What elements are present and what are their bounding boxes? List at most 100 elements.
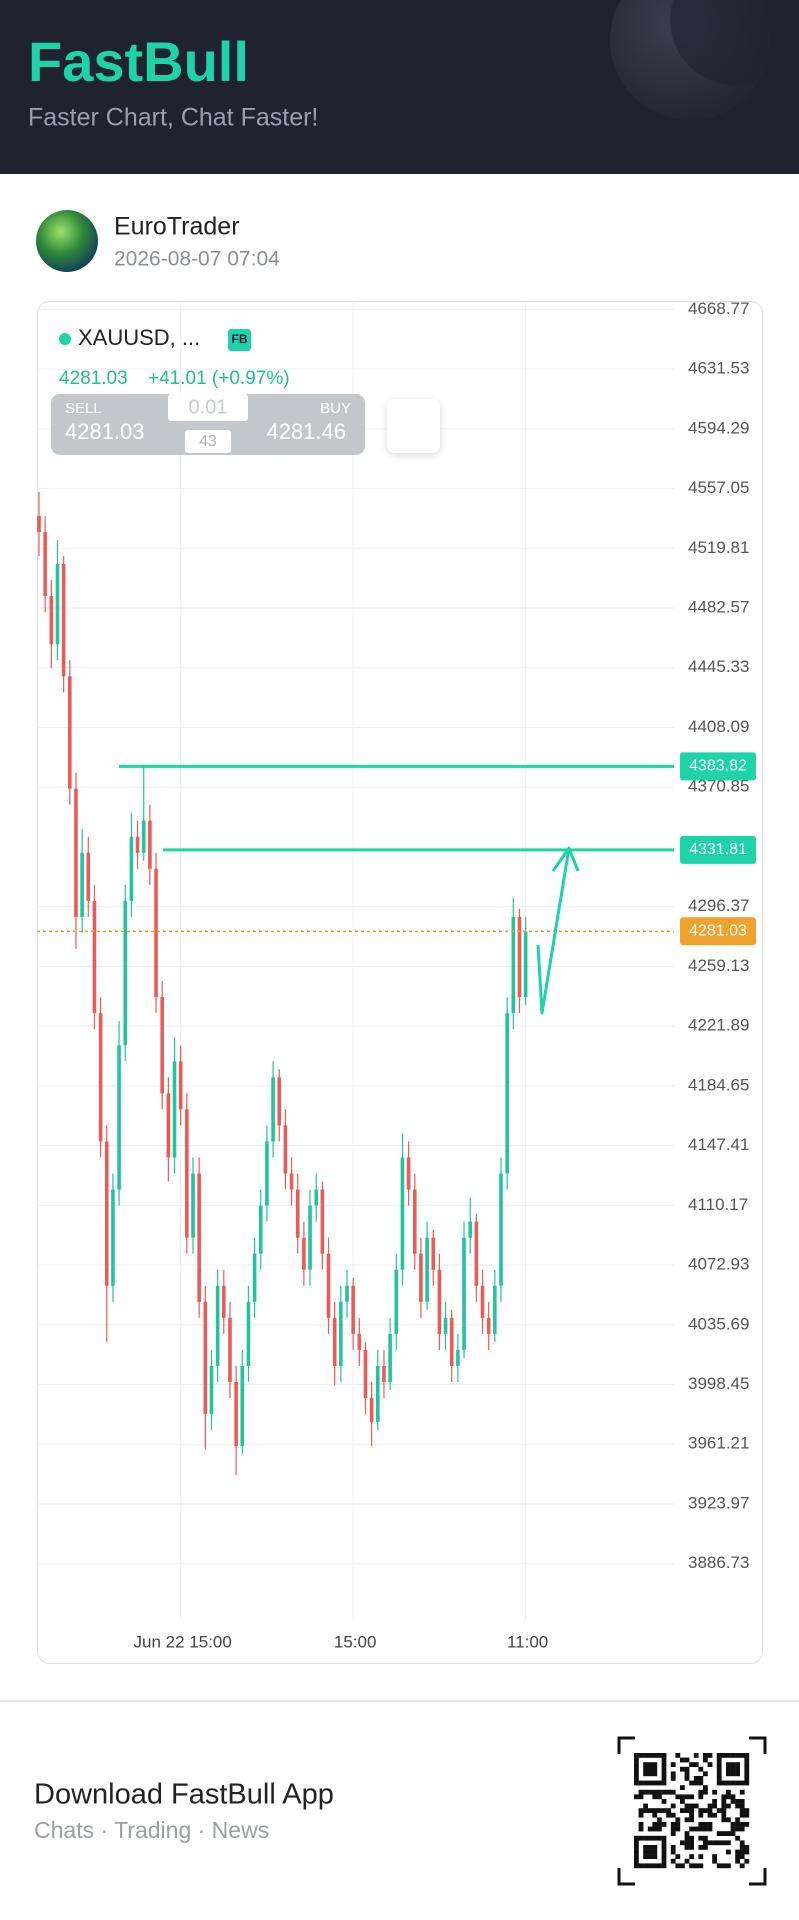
qr-cell (707, 1803, 713, 1809)
qr-cell (716, 1863, 722, 1869)
avatar[interactable] (36, 210, 98, 272)
qr-cell (712, 1799, 717, 1804)
qr-cell (661, 1780, 667, 1786)
qr-cell (634, 1849, 639, 1855)
qr-cell (703, 1789, 708, 1795)
qr-cell (721, 1780, 727, 1786)
qr-cell (680, 1863, 685, 1869)
qr-cell (670, 1803, 676, 1809)
qr-cell (638, 1812, 644, 1818)
author[interactable]: EuroTrader (114, 213, 240, 241)
qr-cell (647, 1771, 653, 1777)
qr-cell (661, 1757, 667, 1763)
candle-body (314, 1189, 318, 1206)
sell-label[interactable]: SELL (65, 400, 102, 417)
qr-code[interactable] (617, 1736, 767, 1886)
qr-cell (703, 1835, 708, 1841)
qr-cell (693, 1753, 699, 1758)
buy-price[interactable]: 4281.46 (266, 419, 346, 444)
level-label: 4331.81 (689, 841, 747, 858)
qr-cell (661, 1762, 667, 1767)
candle-body (277, 1077, 282, 1126)
price-change: +41.01 (+0.97%) (148, 368, 290, 389)
qr-cell (739, 1849, 745, 1855)
qr-cell (730, 1831, 736, 1836)
qr-cell (638, 1863, 644, 1869)
qr-cell (739, 1826, 745, 1832)
qr-cell (643, 1789, 648, 1795)
y-tick-label: 4072.93 (688, 1255, 749, 1274)
candle-body (493, 1285, 497, 1334)
qr-cell (652, 1812, 658, 1818)
qr-cell (657, 1753, 662, 1758)
qr-cell (698, 1776, 704, 1781)
qr-cell (634, 1863, 639, 1869)
qr-cell (666, 1789, 671, 1795)
qr-cell (675, 1753, 681, 1758)
qr-cell (647, 1766, 653, 1772)
candle-body (456, 1349, 460, 1366)
qr-cell (712, 1840, 717, 1846)
qr-corner (617, 1868, 635, 1886)
y-tick-label: 4221.89 (688, 1016, 749, 1035)
sell-price[interactable]: 4281.03 (65, 419, 145, 444)
qr-cell (652, 1753, 658, 1758)
spread-box (185, 430, 231, 453)
candle-body (104, 1141, 109, 1286)
candle-body (449, 1317, 454, 1366)
qr-cell (712, 1803, 717, 1809)
level-label-bg (680, 835, 756, 864)
qr-cell (744, 1753, 750, 1758)
qr-cell (647, 1849, 653, 1855)
y-tick-label: 4408.09 (688, 717, 749, 736)
qr-cell (684, 1817, 690, 1823)
qr-cell (721, 1799, 727, 1804)
qr-cell (698, 1822, 704, 1827)
download-title[interactable]: Download FastBull App (34, 1779, 334, 1811)
tool-button[interactable] (387, 399, 440, 453)
lots[interactable]: 0.01 (189, 396, 228, 418)
qr-cell (647, 1808, 653, 1813)
qr-cell (652, 1849, 658, 1855)
qr-cell (661, 1845, 667, 1850)
qr-cell (634, 1762, 639, 1767)
candle-body (222, 1285, 226, 1318)
candle-body (37, 515, 41, 532)
y-tick-label: 4035.69 (688, 1314, 749, 1333)
qr-cell (638, 1822, 644, 1827)
qr-cell (670, 1845, 676, 1850)
qr-cell (739, 1822, 745, 1827)
candle-body (369, 1398, 374, 1423)
last-price-label-bg (680, 917, 756, 946)
qr-cell (680, 1785, 685, 1790)
qr-cell (638, 1835, 644, 1841)
candle-body (135, 836, 140, 853)
y-tick-label: 4557.05 (688, 478, 749, 497)
qr-cell (634, 1771, 639, 1777)
candle-body (197, 1173, 201, 1302)
qr-cell (647, 1835, 653, 1841)
buy-label[interactable]: BUY (320, 400, 351, 417)
qr-cell (721, 1794, 727, 1800)
lots-box[interactable] (168, 394, 248, 421)
qr-cell (726, 1771, 731, 1777)
qr-cell (735, 1766, 740, 1772)
qr-corner (749, 1868, 767, 1886)
qr-cell (693, 1863, 699, 1869)
qr-cell (707, 1812, 713, 1818)
qr-cell (689, 1863, 694, 1869)
symbol[interactable]: XAUUSD, ... (78, 325, 200, 350)
qr-cell (716, 1840, 722, 1846)
candle-body (68, 676, 72, 789)
qr-cell (657, 1780, 662, 1786)
qr-cell (670, 1831, 676, 1836)
y-tick-label: 3961.21 (688, 1434, 749, 1453)
qr-cell (693, 1803, 699, 1809)
qr-cell (680, 1757, 685, 1763)
qr-cell (684, 1831, 690, 1836)
qr-cell (721, 1863, 727, 1869)
candle-body (246, 1301, 251, 1366)
qr-cell (666, 1812, 671, 1818)
qr-cell (712, 1858, 717, 1864)
